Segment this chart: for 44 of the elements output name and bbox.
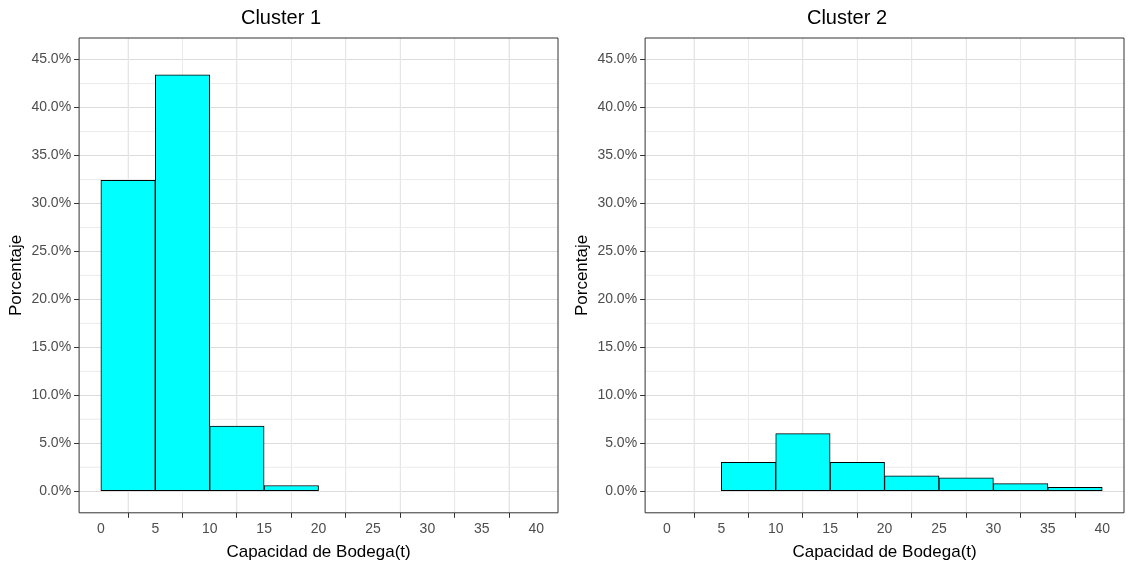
x-tick-label: 35 [474, 520, 490, 537]
x-tick-label: 5 [151, 520, 160, 537]
y-tick-label: 5.0% [605, 434, 638, 451]
y-tick-label: 10.0% [31, 386, 72, 403]
x-tick-label: 25 [931, 520, 947, 537]
x-axis-title: Capacidad de Bodega(t) [226, 542, 411, 562]
x-axis-title: Capacidad de Bodega(t) [792, 542, 977, 562]
x-tick-label: 5 [717, 520, 726, 537]
y-tick-label: 35.0% [31, 146, 72, 163]
x-tick-label: 0 [96, 520, 105, 537]
y-tick-label: 15.0% [597, 338, 638, 355]
chart-title: Cluster 1 [240, 5, 322, 28]
y-tick-label: 0.0% [605, 482, 638, 499]
y-tick-label: 10.0% [597, 386, 638, 403]
chart-title: Cluster 2 [806, 5, 888, 28]
y-tick-label: 20.0% [31, 290, 72, 307]
y-tick-label: 20.0% [597, 290, 638, 307]
y-tick-label: 30.0% [31, 194, 72, 211]
y-tick-label: 15.0% [31, 338, 72, 355]
x-tick-label: 30 [985, 520, 1002, 537]
x-tick-label: 25 [365, 520, 381, 537]
y-tick-label: 5.0% [39, 434, 72, 451]
x-tick-label: 10 [201, 520, 218, 537]
y-tick-label: 40.0% [31, 98, 72, 115]
x-tick-label: 40 [1094, 520, 1111, 537]
y-tick-label: 45.0% [597, 50, 638, 67]
y-tick-label: 35.0% [597, 146, 638, 163]
y-tick-label: 25.0% [597, 242, 638, 259]
y-axis-title: Porcentaje [571, 234, 591, 317]
y-axis-title: Porcentaje [5, 234, 25, 317]
x-tick-label: 20 [310, 520, 327, 537]
y-tick-label: 25.0% [31, 242, 72, 259]
x-tick-label: 15 [822, 520, 839, 537]
x-tick-label: 30 [419, 520, 436, 537]
y-tick-label: 30.0% [597, 194, 638, 211]
x-tick-label: 40 [528, 520, 545, 537]
y-tick-label: 45.0% [31, 50, 72, 67]
y-tick-label: 0.0% [39, 482, 72, 499]
x-tick-label: 10 [767, 520, 784, 537]
y-tick-label: 40.0% [597, 98, 638, 115]
x-tick-label: 20 [876, 520, 893, 537]
x-tick-label: 15 [256, 520, 273, 537]
x-tick-label: 0 [662, 520, 671, 537]
x-tick-label: 35 [1040, 520, 1056, 537]
